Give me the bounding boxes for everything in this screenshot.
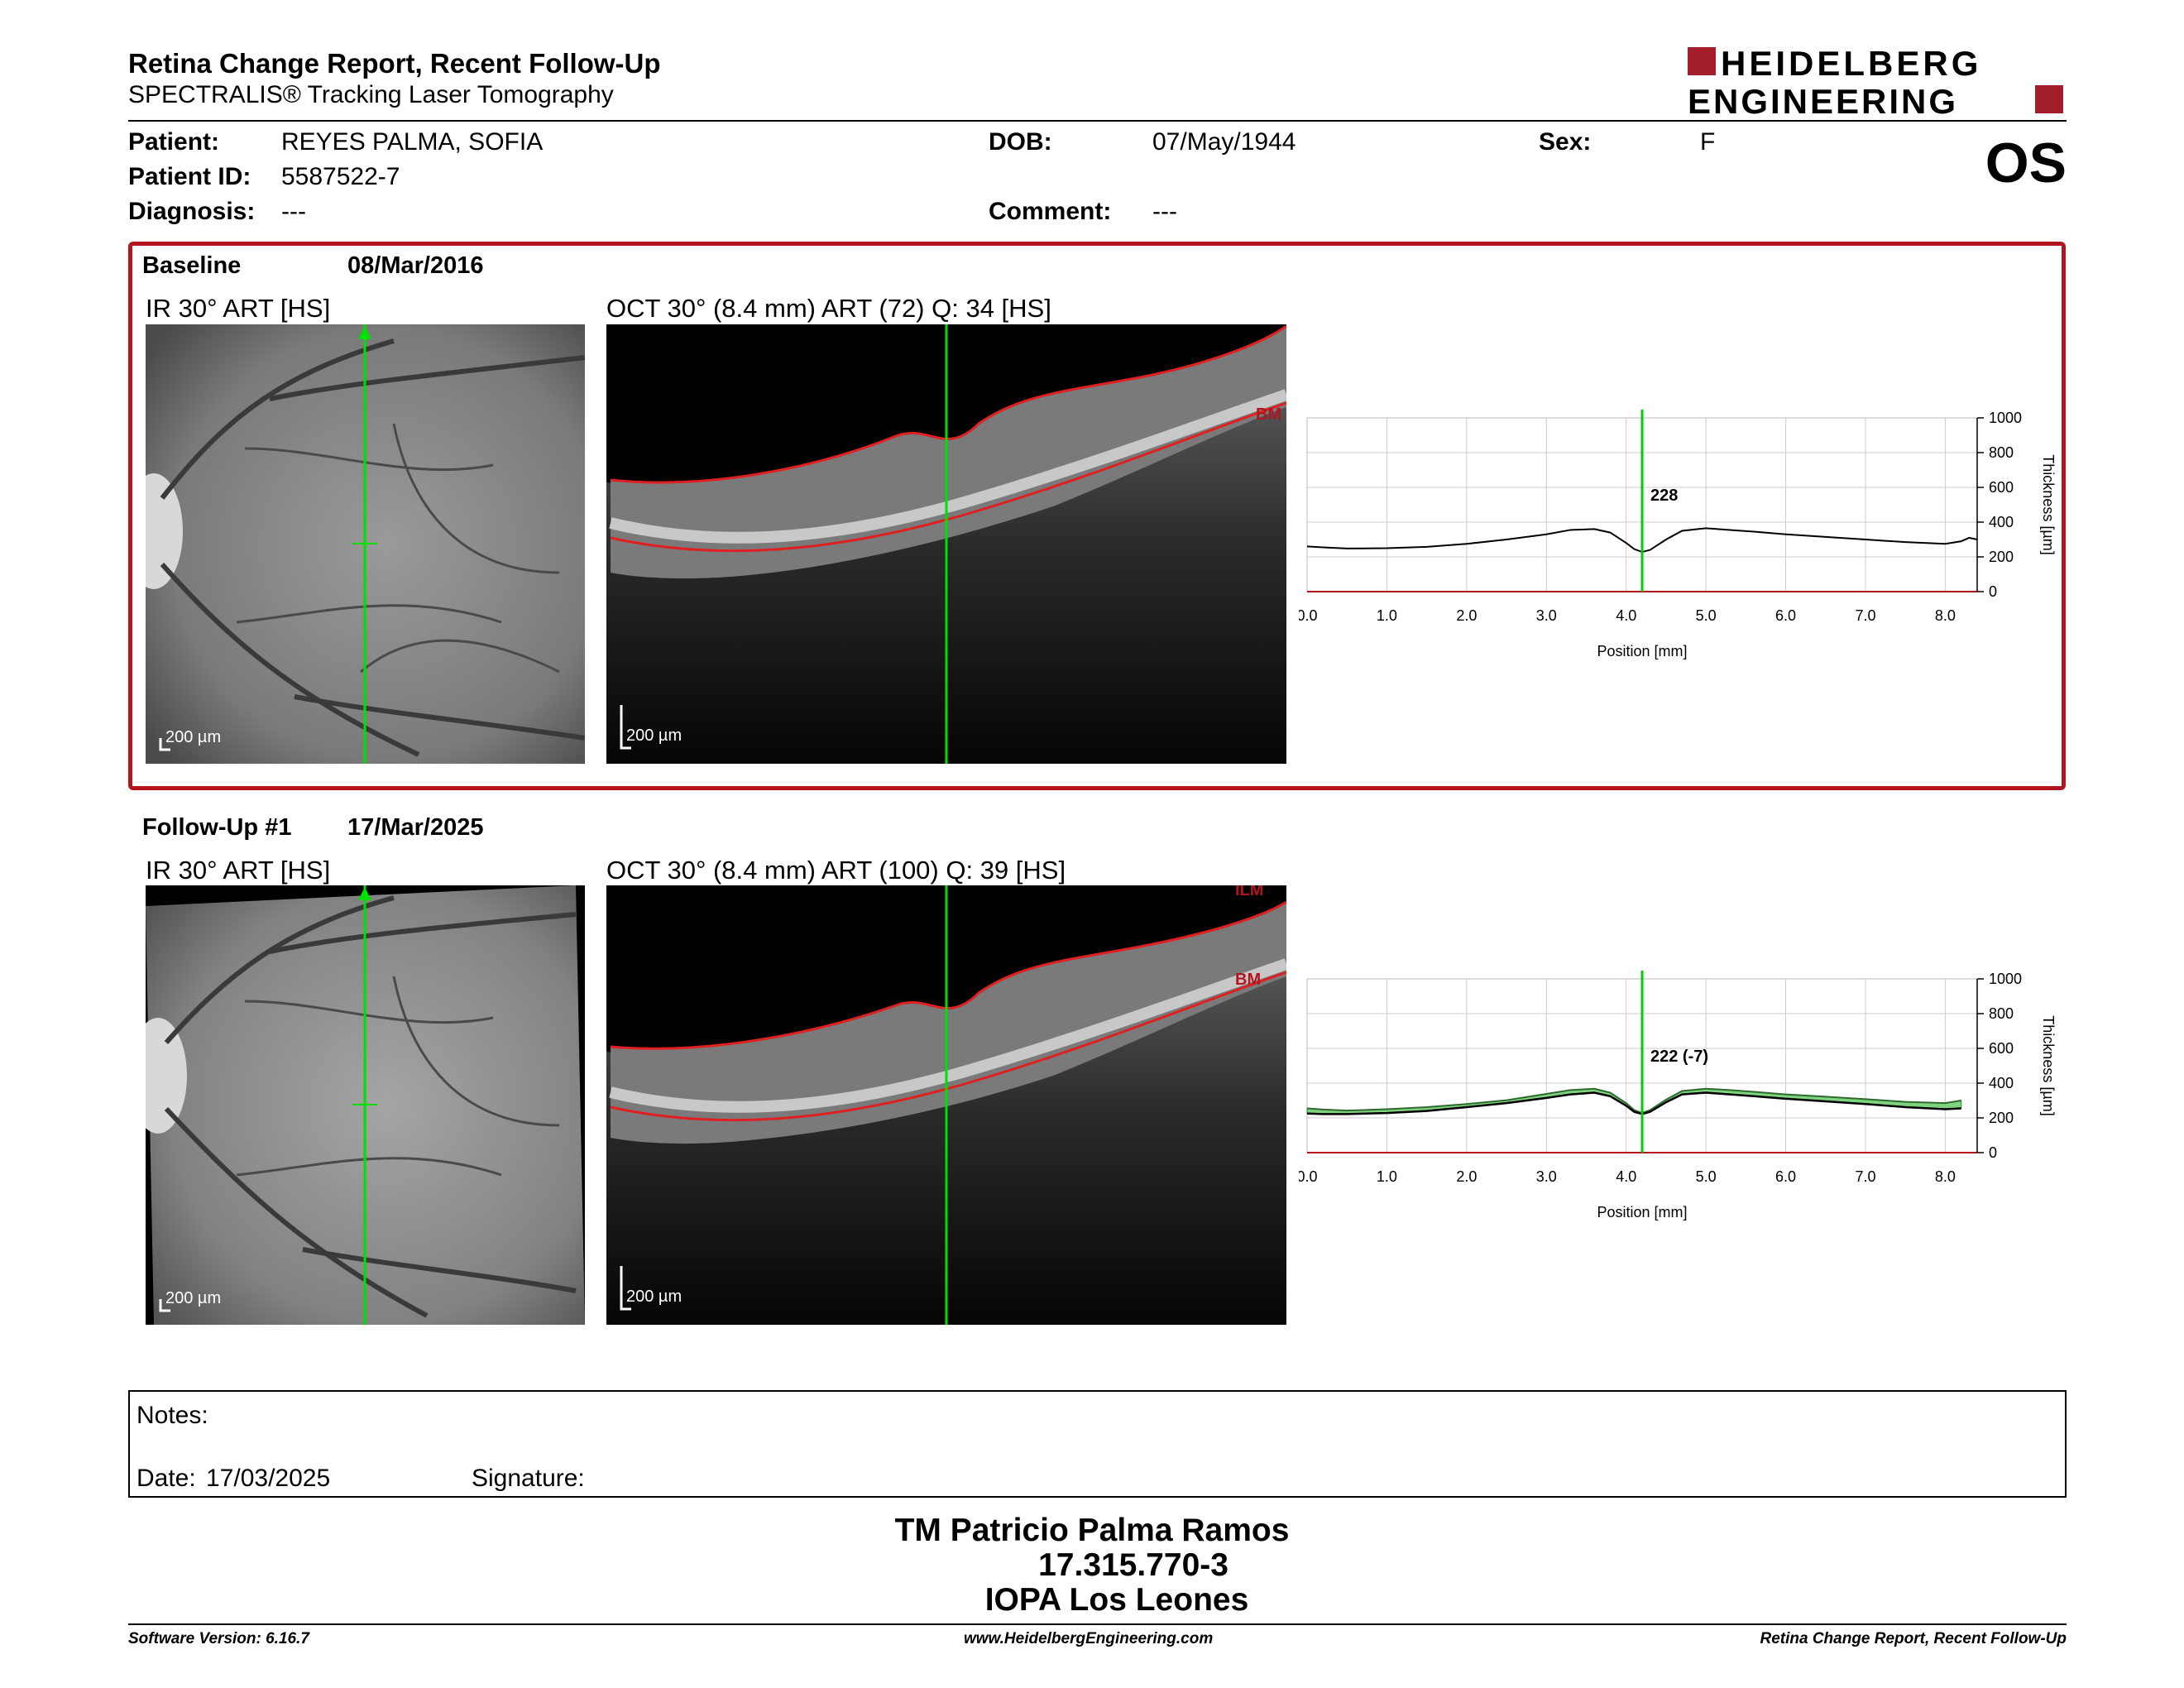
- thickness-chart-svg: 0.0 1.0 2.0 3.0 4.0 5.0 6.0 7.0 8.0 0 200 400 600 800…: [1296, 410, 2057, 659]
- baseline-date: 08/Mar/2016: [347, 252, 484, 279]
- patient-id: 5587522-7: [281, 163, 400, 190]
- y-tick-label: 200: [1989, 1110, 2014, 1126]
- followup-ir-title: IR 30° ART [HS]: [146, 856, 331, 885]
- y-tick-label: 600: [1989, 1040, 2014, 1057]
- y-axis-label: Thickness [µm]: [2040, 1015, 2057, 1115]
- website-link[interactable]: www.HeidelbergEngineering.com: [964, 1630, 1214, 1647]
- x-tick-label: 8.0: [1935, 1168, 1956, 1185]
- notes-box[interactable]: Notes: Date: 17/03/2025 Signature:: [128, 1390, 2067, 1498]
- notes-date-value: 17/03/2025: [206, 1465, 331, 1492]
- header-divider: [128, 120, 2067, 122]
- x-tick-label: 0.0: [1299, 607, 1318, 624]
- baseline-highlight-box: [128, 242, 2066, 790]
- footer-divider: [128, 1623, 2067, 1625]
- oct-bscan-graphic: ILM BM: [606, 885, 1286, 1325]
- y-tick-label: 1000: [1989, 971, 2022, 987]
- baseline-label: Baseline: [142, 252, 242, 279]
- technician-name: TM Patricio Palma Ramos: [894, 1513, 1290, 1548]
- y-tick-label: 800: [1989, 444, 2014, 461]
- logo-graphic: HEIDELBERG ENGINEERING: [1688, 44, 2063, 121]
- patient-id-label: Patient ID:: [128, 163, 251, 190]
- followup-oct-scale: 200 µm: [626, 1288, 682, 1306]
- logo-line2: ENGINEERING: [1688, 82, 1958, 118]
- followup-date: 17/Mar/2025: [347, 814, 484, 841]
- logo-line1: HEIDELBERG: [1721, 46, 1981, 83]
- x-tick-label: 1.0: [1377, 1168, 1397, 1185]
- fundus-graphic: [146, 885, 585, 1325]
- x-tick-label: 3.0: [1536, 607, 1557, 624]
- x-tick-label: 7.0: [1855, 1168, 1875, 1185]
- x-tick-label: 5.0: [1696, 607, 1717, 624]
- report-subtitle: SPECTRALIS® Tracking Laser Tomography: [128, 81, 614, 108]
- y-tick-label: 600: [1989, 479, 2014, 496]
- x-tick-label: 1.0: [1377, 607, 1397, 624]
- x-tick-label: 8.0: [1935, 607, 1956, 624]
- notes-date-label: Date:: [136, 1465, 196, 1492]
- comment-value: ---: [1152, 198, 1177, 225]
- followup-thickness-line: [1306, 1091, 1961, 1115]
- institution-name: IOPA Los Leones: [984, 1582, 1249, 1618]
- y-tick-label: 400: [1989, 514, 2014, 530]
- x-tick-label: 2.0: [1456, 607, 1477, 624]
- heidelberg-logo: HEIDELBERG ENGINEERING: [1688, 44, 2068, 121]
- baseline-ir-title: IR 30° ART [HS]: [146, 294, 331, 323]
- baseline-oct-title: OCT 30° (8.4 mm) ART (72) Q: 34 [HS]: [606, 294, 1051, 323]
- marker-value-label: 222 (-7): [1650, 1048, 1708, 1066]
- followup-oct-title: OCT 30° (8.4 mm) ART (100) Q: 39 [HS]: [606, 856, 1066, 885]
- diagnosis-value: ---: [281, 198, 306, 225]
- report-title: Retina Change Report, Recent Follow-Up: [128, 48, 661, 79]
- y-axis-label: Thickness [µm]: [2040, 454, 2057, 554]
- x-tick-label: 4.0: [1616, 1168, 1636, 1185]
- thickness-chart-svg: 0.0 1.0 2.0 3.0 4.0 5.0 6.0 7.0 8.0 0 200 400 600 800…: [1296, 971, 2057, 1220]
- x-tick-label: 2.0: [1456, 1168, 1477, 1185]
- diagnosis-label: Diagnosis:: [128, 198, 256, 225]
- followup-ir-scale: 200 µm: [165, 1289, 222, 1307]
- dob-value: 07/May/1944: [1152, 128, 1296, 156]
- x-tick-label: 6.0: [1775, 607, 1796, 624]
- followup-ir-image[interactable]: 200 µm: [146, 885, 585, 1325]
- technician-id: 17.315.770-3: [1038, 1547, 1228, 1583]
- followup-thickness-chart: 0.0 1.0 2.0 3.0 4.0 5.0 6.0 7.0 8.0 0 200 400 600 800…: [1296, 971, 2060, 1235]
- notes-label: Notes:: [136, 1402, 208, 1429]
- baseline-ir-scale: 200 µm: [165, 728, 222, 746]
- x-axis-label: Position [mm]: [1597, 643, 1687, 659]
- sex-value: F: [1700, 128, 1716, 156]
- x-tick-label: 6.0: [1775, 1168, 1796, 1185]
- dob-label: DOB:: [989, 128, 1052, 156]
- x-tick-label: 0.0: [1299, 1168, 1318, 1185]
- x-tick-label: 5.0: [1696, 1168, 1717, 1185]
- baseline-bm-label: BM: [1256, 405, 1281, 424]
- x-tick-label: 3.0: [1536, 1168, 1557, 1185]
- eye-indicator: OS: [1985, 132, 2067, 194]
- y-tick-label: 400: [1989, 1075, 2014, 1091]
- followup-label: Follow-Up #1: [142, 814, 292, 841]
- baseline-oct-scale: 200 µm: [626, 727, 682, 745]
- followup-bm-label: BM: [1235, 971, 1261, 989]
- baseline-thickness-line: [1306, 1087, 1961, 1115]
- baseline-oct-image[interactable]: BM 200 µm: [606, 324, 1286, 764]
- baseline-ir-image[interactable]: 200 µm: [146, 324, 585, 764]
- signature-label: Signature:: [472, 1465, 585, 1492]
- footer-report-name: Retina Change Report, Recent Follow-Up: [1760, 1630, 2067, 1647]
- patient-label: Patient:: [128, 128, 220, 156]
- y-tick-label: 800: [1989, 1005, 2014, 1022]
- followup-oct-image[interactable]: ILM BM 200 µm: [606, 885, 1286, 1325]
- thickness-line: [1306, 527, 1978, 554]
- x-tick-label: 4.0: [1616, 607, 1636, 624]
- x-axis-label: Position [mm]: [1597, 1204, 1687, 1220]
- y-tick-label: 0: [1989, 1144, 1997, 1161]
- sex-label: Sex:: [1539, 128, 1592, 156]
- y-tick-label: 200: [1989, 549, 2014, 565]
- baseline-thickness-chart: 0.0 1.0 2.0 3.0 4.0 5.0 6.0 7.0 8.0 0 200 400 600 800…: [1296, 410, 2060, 674]
- software-version: Software Version: 6.16.7: [128, 1630, 309, 1647]
- y-tick-label: 0: [1989, 583, 1997, 600]
- comment-label: Comment:: [989, 198, 1112, 225]
- patient-name: REYES PALMA, SOFIA: [281, 128, 544, 156]
- marker-value-label: 228: [1650, 487, 1678, 505]
- fundus-graphic: [146, 324, 585, 764]
- oct-bscan-graphic: BM: [606, 324, 1286, 764]
- x-tick-label: 7.0: [1855, 607, 1875, 624]
- followup-ilm-label: ILM: [1235, 885, 1263, 899]
- y-tick-label: 1000: [1989, 410, 2022, 426]
